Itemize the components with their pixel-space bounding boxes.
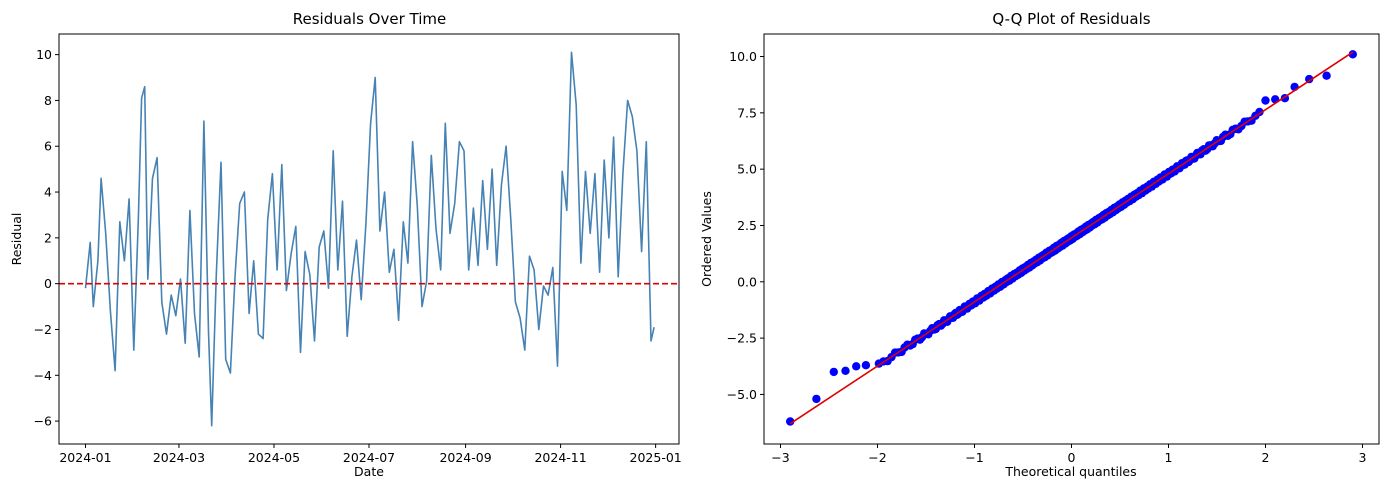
right-plot-area (786, 50, 1358, 426)
residual-series-line (84, 51, 655, 427)
x-tick-label: −1 (965, 450, 983, 465)
y-tick-label: 6 (44, 139, 52, 154)
qq-fit-line (789, 51, 1354, 425)
qq-point (1305, 74, 1314, 84)
x-tick-label: 2024-11 (534, 450, 586, 465)
y-tick-label: −2 (34, 322, 52, 337)
y-tick-label: 0.0 (737, 274, 757, 289)
right-x-ticks: −3 −2 −1 0 1 2 3 (771, 444, 1366, 465)
x-tick-label: 2024-01 (59, 450, 111, 465)
y-tick-label: 10.0 (729, 49, 757, 64)
qq-point (852, 362, 861, 371)
y-tick-label: −2.5 (727, 331, 757, 346)
qq-point (861, 361, 871, 370)
qq-plot-panel: Q-Q Plot of Residuals −3 −2 −1 0 1 2 3 −5.0 −2.… (699, 10, 1380, 479)
right-y-ticks: −5.0 −2.5 0.0 2.5 5.0 7.5 10.0 (727, 49, 764, 402)
qq-point (829, 367, 838, 377)
x-tick-label: 2024-09 (439, 450, 491, 465)
left-x-ticks: 2024-01 2024-03 2024-05 2024-07 2024-09 2024-… (59, 444, 682, 465)
x-tick-label: 2024-05 (248, 450, 300, 465)
y-tick-label: 4 (44, 185, 52, 200)
y-tick-label: 2 (44, 230, 52, 245)
qq-point (1261, 96, 1270, 105)
y-tick-label: 0 (44, 276, 52, 291)
x-tick-label: 2 (1262, 450, 1270, 465)
right-x-axis-label: Theoretical quantiles (1004, 464, 1136, 479)
qq-point (812, 394, 821, 404)
x-tick-label: 2024-07 (343, 450, 395, 465)
x-tick-label: 2025-01 (630, 450, 682, 465)
residuals-time-panel: Residuals Over Time 2024-01 2024-03 2024-0… (9, 10, 682, 479)
x-tick-label: 3 (1359, 450, 1367, 465)
right-chart-title: Q-Q Plot of Residuals (992, 10, 1150, 28)
x-tick-label: 1 (1165, 450, 1173, 465)
left-axes-frame (58, 33, 680, 445)
right-axes-frame (763, 33, 1380, 445)
qq-point (1322, 71, 1331, 80)
y-tick-label: −4 (34, 368, 52, 383)
left-y-ticks: −6 −4 −2 0 2 4 6 8 10 (34, 47, 59, 429)
y-tick-label: −5.0 (727, 387, 757, 402)
left-x-axis-label: Date (354, 464, 384, 479)
y-tick-label: 7.5 (737, 105, 757, 120)
left-chart-title: Residuals Over Time (293, 10, 447, 28)
left-y-axis-label: Residual (9, 213, 24, 266)
x-tick-label: 2024-03 (153, 450, 205, 465)
right-y-axis-label: Ordered Values (699, 191, 714, 287)
x-tick-label: 0 (1068, 450, 1076, 465)
qq-point (1348, 50, 1358, 59)
qq-point (786, 417, 795, 426)
y-tick-label: 8 (44, 93, 52, 108)
y-tick-label: −6 (34, 414, 52, 429)
y-tick-label: 10 (36, 47, 52, 62)
x-tick-label: −3 (771, 450, 789, 465)
left-plot-area (59, 51, 679, 427)
qq-point (841, 366, 850, 375)
y-tick-label: 5.0 (737, 162, 757, 177)
x-tick-label: −2 (868, 450, 886, 465)
y-tick-label: 2.5 (737, 218, 757, 233)
